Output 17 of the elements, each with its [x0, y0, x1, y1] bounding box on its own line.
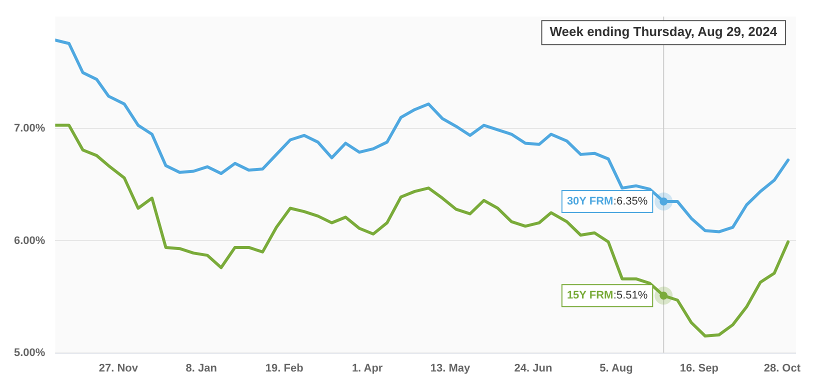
y-tick-label: 7.00% — [14, 122, 46, 135]
x-tick-label: 1. Apr — [352, 362, 384, 374]
series-label: 30Y FRM — [566, 196, 614, 208]
y-tick-label: 6.00% — [14, 234, 46, 247]
y-tick-label: 5.00% — [14, 346, 46, 359]
x-tick-label: 13. May — [430, 362, 472, 374]
x-tick-label: 24. Jun — [514, 362, 552, 374]
x-tick-label: 5. Aug — [600, 362, 633, 374]
ref-line-label: Week ending Thursday, Aug 29, 2024 — [550, 24, 778, 40]
x-tick-label: 16. Sep — [680, 362, 719, 374]
annotation: :6.35% — [613, 196, 648, 208]
series-label: 15Y FRM — [566, 290, 614, 302]
x-tick-label: 8. Jan — [186, 362, 218, 374]
annotation: :5.51% — [613, 290, 648, 302]
x-tick-label: 19. Feb — [265, 362, 304, 374]
x-tick-label: 28. Oct — [764, 362, 801, 374]
x-tick-label: 27. Nov — [98, 362, 139, 374]
